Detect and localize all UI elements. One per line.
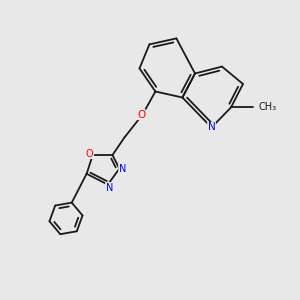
Text: O: O — [86, 148, 94, 158]
Text: N: N — [106, 183, 113, 193]
Text: CH₃: CH₃ — [259, 102, 277, 112]
Text: O: O — [137, 110, 145, 120]
Text: N: N — [208, 122, 215, 133]
Text: N: N — [119, 164, 126, 174]
